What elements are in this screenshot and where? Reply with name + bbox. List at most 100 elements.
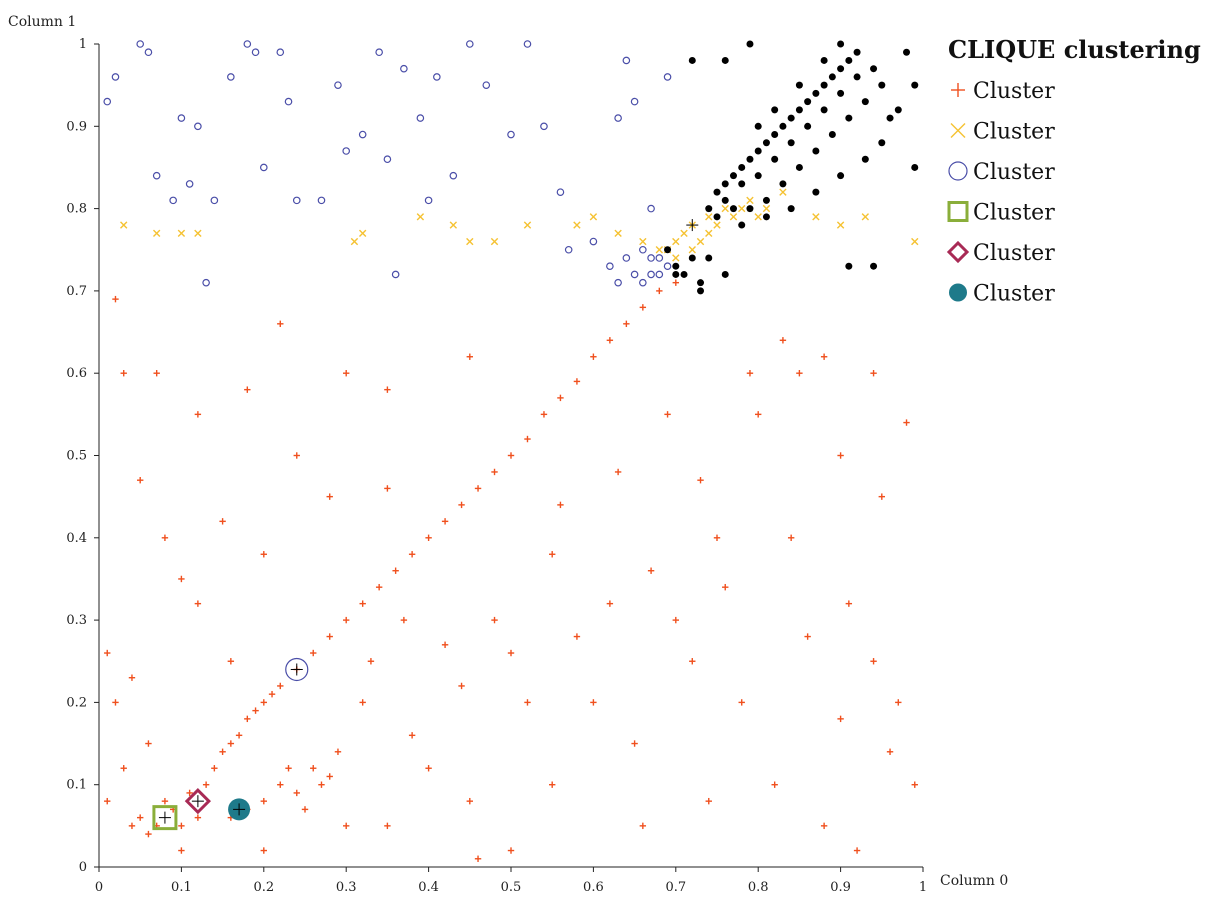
data-point <box>202 781 210 788</box>
data-point <box>804 98 812 106</box>
data-point <box>837 452 844 459</box>
data-point <box>738 163 746 171</box>
data-point <box>573 221 581 229</box>
data-point <box>350 237 359 246</box>
y-tick-label: 0.6 <box>66 366 87 381</box>
data-point <box>507 847 515 854</box>
data-point <box>573 633 581 640</box>
data-point <box>458 682 465 690</box>
data-point <box>614 229 622 237</box>
data-point <box>705 254 713 262</box>
y-tick-label: 0.2 <box>66 695 87 710</box>
data-point <box>828 73 836 81</box>
data-point <box>384 485 391 492</box>
data-point <box>663 262 672 271</box>
data-point <box>697 279 705 287</box>
data-point <box>177 229 186 237</box>
data-point <box>614 114 622 122</box>
centroid-crosshair <box>191 795 204 808</box>
legend-marker <box>948 161 968 181</box>
data-point <box>647 567 655 574</box>
data-point <box>178 575 185 583</box>
legend: CLIQUE clustering Cluster Cluster Cluster C… <box>946 35 1201 307</box>
data-point <box>449 171 458 180</box>
data-point <box>779 180 787 188</box>
data-point <box>820 822 828 830</box>
x-tick-label: 0.5 <box>501 880 522 895</box>
legend-label: Cluster <box>973 160 1055 185</box>
data-point <box>630 270 639 279</box>
data-point <box>894 106 902 114</box>
data-point <box>630 97 639 106</box>
data-point <box>136 40 145 48</box>
data-point <box>804 633 811 640</box>
data-point <box>358 130 367 139</box>
data-point <box>672 616 679 624</box>
data-point <box>738 204 746 213</box>
data-point <box>112 295 119 303</box>
centroid-crosshair <box>158 811 171 824</box>
data-point <box>557 394 564 402</box>
data-point <box>137 476 144 484</box>
data-point <box>194 122 202 131</box>
data-point <box>738 180 746 188</box>
data-point <box>318 781 325 788</box>
data-point <box>795 81 803 89</box>
data-point <box>795 163 803 171</box>
data-point <box>754 122 762 130</box>
data-point <box>861 155 869 163</box>
data-point <box>837 40 845 48</box>
data-point <box>359 699 366 706</box>
data-point <box>466 353 473 360</box>
data-point <box>293 789 300 797</box>
data-point <box>244 715 251 723</box>
data-point <box>878 493 885 500</box>
data-point <box>343 822 350 830</box>
data-point <box>549 551 556 558</box>
data-point <box>104 649 111 657</box>
data-point <box>820 353 828 360</box>
data-point <box>458 501 465 509</box>
data-point <box>729 172 737 180</box>
data-point <box>729 213 738 221</box>
x-tick-label: 0 <box>95 880 103 895</box>
legend-marker <box>947 201 969 222</box>
data-point <box>573 378 581 385</box>
data-point <box>178 822 185 830</box>
data-point <box>754 147 762 155</box>
data-point <box>103 97 112 106</box>
data-point <box>911 163 919 171</box>
legend-title: CLIQUE clustering <box>948 35 1201 64</box>
data-point <box>507 130 515 139</box>
data-point <box>738 221 746 229</box>
x-tick-label: 0.4 <box>418 880 439 895</box>
data-point <box>153 370 160 377</box>
x-tick-label: 0.7 <box>665 880 686 895</box>
data-point <box>277 320 284 328</box>
data-point <box>762 139 770 147</box>
data-point <box>301 806 309 813</box>
data-point <box>639 822 647 830</box>
data-point <box>441 518 449 525</box>
data-point <box>152 229 161 237</box>
x-tick-label: 0.9 <box>830 880 851 895</box>
data-point <box>375 583 383 591</box>
data-point <box>285 765 292 772</box>
data-point <box>672 279 679 286</box>
data-point <box>128 822 136 830</box>
data-point <box>911 237 919 246</box>
legend-item: Cluster <box>947 201 1055 226</box>
data-point <box>762 196 770 204</box>
data-point <box>292 196 301 205</box>
data-point <box>672 270 680 278</box>
data-point <box>334 748 342 755</box>
data-point <box>639 245 647 254</box>
data-point <box>186 789 193 797</box>
data-point <box>310 765 317 772</box>
data-point <box>557 501 564 509</box>
data-point <box>334 81 342 89</box>
data-point <box>738 699 745 706</box>
data-point <box>400 616 408 624</box>
data-point <box>878 81 886 89</box>
data-point <box>697 287 705 295</box>
